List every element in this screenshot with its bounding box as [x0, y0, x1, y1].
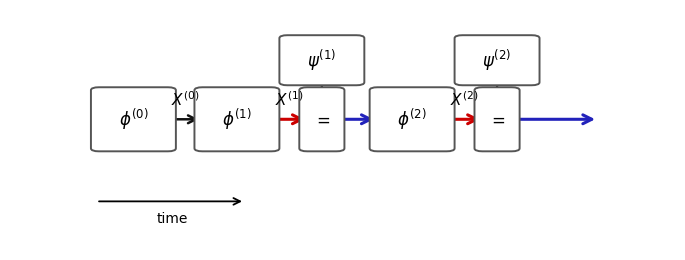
Text: $X^{(2)}$: $X^{(2)}$ — [450, 90, 478, 109]
FancyBboxPatch shape — [91, 87, 176, 151]
FancyBboxPatch shape — [195, 87, 279, 151]
FancyBboxPatch shape — [455, 35, 540, 85]
FancyBboxPatch shape — [475, 87, 520, 151]
Text: $\psi^{(2)}$: $\psi^{(2)}$ — [482, 48, 512, 73]
Text: $X^{(0)}$: $X^{(0)}$ — [171, 90, 199, 109]
Text: $\psi^{(1)}$: $\psi^{(1)}$ — [308, 48, 336, 73]
Text: $\phi^{(2)}$: $\phi^{(2)}$ — [397, 107, 427, 132]
Text: $=$: $=$ — [313, 110, 331, 128]
Text: $\phi^{(0)}$: $\phi^{(0)}$ — [119, 107, 148, 132]
FancyBboxPatch shape — [279, 35, 364, 85]
FancyBboxPatch shape — [299, 87, 345, 151]
FancyBboxPatch shape — [370, 87, 455, 151]
Text: time: time — [156, 212, 188, 226]
Text: $=$: $=$ — [488, 110, 506, 128]
Text: $\phi^{(1)}$: $\phi^{(1)}$ — [222, 107, 252, 132]
Text: $X^{(1)}$: $X^{(1)}$ — [275, 90, 303, 109]
